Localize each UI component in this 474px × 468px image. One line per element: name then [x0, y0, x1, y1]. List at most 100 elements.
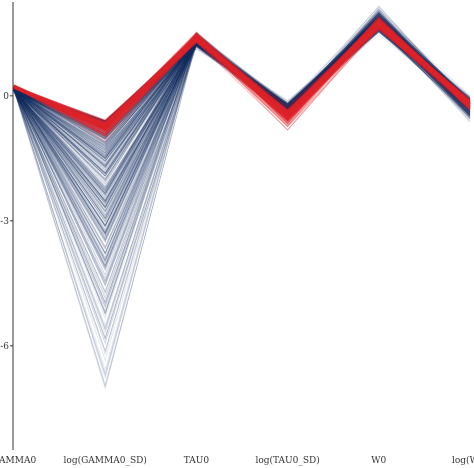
series-0-line	[13, 17, 471, 353]
series-1-line	[13, 22, 471, 134]
series-0-line	[13, 24, 471, 263]
series-0-line	[13, 24, 471, 208]
series-0-line	[13, 15, 471, 131]
series-group-1	[13, 16, 471, 143]
series-0-line	[13, 27, 471, 127]
series-0-line	[13, 12, 471, 133]
series-0-line	[13, 14, 471, 204]
series-0-line	[13, 15, 471, 180]
series-0-line	[13, 6, 471, 135]
series-0-line	[13, 20, 471, 270]
series-0-line	[13, 19, 471, 268]
series-0-line	[13, 20, 471, 223]
series-0-line	[13, 26, 471, 174]
series-0-line	[13, 12, 471, 165]
series-0-line	[13, 17, 471, 227]
series-0-line	[13, 25, 471, 143]
series-0-line	[13, 25, 471, 133]
series-0-line	[13, 24, 471, 140]
series-0-line	[13, 22, 471, 153]
series-0-line	[13, 16, 471, 135]
series-0-line	[13, 16, 471, 125]
series-1-line	[13, 26, 471, 131]
series-0-line	[13, 21, 471, 202]
series-0-line	[13, 27, 471, 340]
series-0-line	[13, 21, 471, 222]
series-1-line	[13, 24, 471, 131]
series-0-line	[13, 26, 471, 145]
x-tick-label: log(TAU0_SD)	[255, 455, 319, 466]
series-0-line	[13, 18, 471, 344]
series-0-line	[13, 26, 471, 150]
series-1-line	[13, 28, 471, 143]
series-1-line	[13, 23, 471, 133]
series-0-line	[13, 25, 471, 209]
series-1-line	[13, 23, 471, 123]
series-1-line	[13, 21, 471, 127]
series-0-line	[13, 23, 471, 123]
series-0-line	[13, 21, 471, 234]
series-0-line	[13, 15, 471, 135]
series-0-line	[13, 8, 471, 183]
series-0-line	[13, 20, 471, 139]
series-0-line	[13, 22, 471, 199]
series-1-line	[13, 23, 471, 123]
series-0-line	[13, 26, 471, 147]
series-0-line	[13, 18, 471, 166]
series-0-line	[13, 21, 471, 131]
series-1-line	[13, 24, 471, 127]
series-0-line	[13, 19, 471, 236]
series-0-line	[13, 19, 471, 255]
series-0-line	[13, 18, 471, 241]
series-0-line	[13, 11, 471, 237]
series-1-line	[13, 16, 471, 128]
series-0-line	[13, 28, 471, 130]
series-0-line	[13, 20, 471, 126]
series-0-line	[13, 23, 471, 204]
series-0-line	[13, 24, 471, 129]
series-0-line	[13, 30, 471, 371]
series-1-line	[13, 25, 471, 131]
series-0-line	[13, 17, 471, 180]
series-0-line	[13, 20, 471, 124]
series-1-line	[13, 20, 471, 127]
series-1-line	[13, 25, 471, 125]
series-0-line	[13, 20, 471, 213]
series-group-0	[13, 5, 471, 390]
series-0-line	[13, 16, 471, 160]
series-0-line	[13, 16, 471, 168]
x-tick-label: log(W0)	[452, 455, 474, 466]
series-1-line	[13, 18, 471, 135]
series-0-line	[13, 25, 471, 127]
series-0-line	[13, 14, 471, 158]
series-0-line	[13, 20, 471, 122]
series-1-line	[13, 24, 471, 132]
series-0-line	[13, 22, 471, 146]
series-0-line	[13, 26, 471, 162]
series-0-line	[13, 24, 471, 151]
series-0-line	[13, 24, 471, 179]
series-0-line	[13, 23, 471, 152]
series-0-line	[13, 18, 471, 133]
series-0-line	[13, 20, 471, 176]
series-0-line	[13, 23, 471, 192]
series-0-line	[13, 12, 471, 208]
series-0-line	[13, 22, 471, 160]
series-0-line	[13, 21, 471, 129]
series-1-line	[13, 21, 471, 133]
series-0-line	[13, 23, 471, 225]
series-0-line	[13, 26, 471, 226]
series-0-line	[13, 29, 471, 148]
series-0-line	[13, 16, 471, 204]
series-0-line	[13, 31, 471, 155]
series-1-line	[13, 21, 471, 131]
series-0-line	[13, 26, 471, 122]
series-0-line	[13, 19, 471, 150]
series-0-line	[13, 27, 471, 125]
series-0-line	[13, 19, 471, 135]
series-0-line	[13, 21, 471, 125]
series-0-line	[13, 24, 471, 235]
series-0-line	[13, 25, 471, 124]
series-0-line	[13, 27, 471, 178]
